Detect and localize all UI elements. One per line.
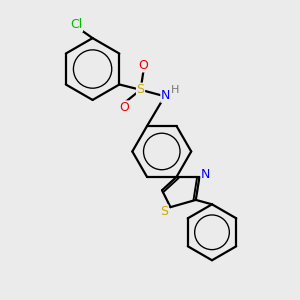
Text: S: S bbox=[160, 205, 168, 218]
Text: N: N bbox=[161, 89, 170, 102]
Text: O: O bbox=[119, 101, 129, 114]
Text: H: H bbox=[171, 85, 179, 95]
Text: Cl: Cl bbox=[70, 18, 82, 32]
Text: S: S bbox=[136, 83, 145, 96]
Text: O: O bbox=[139, 59, 148, 72]
Text: N: N bbox=[201, 168, 211, 181]
